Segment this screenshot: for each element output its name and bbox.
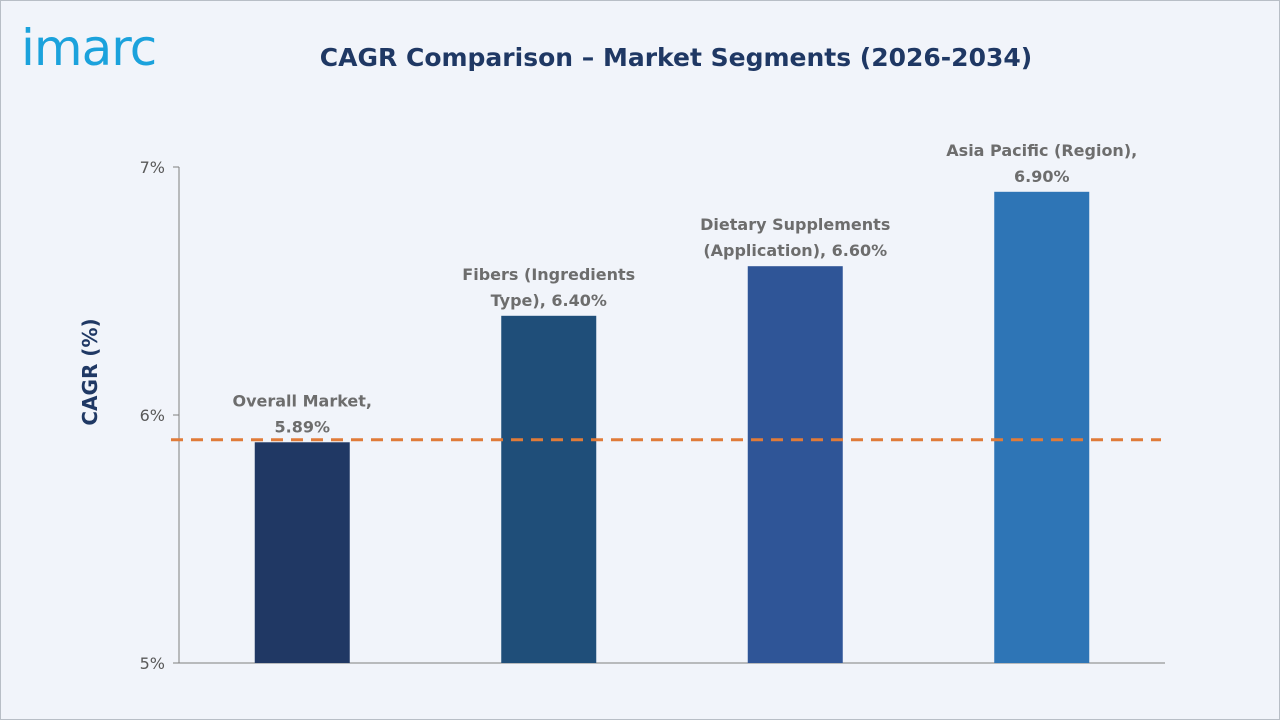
y-tick-label: 7% <box>140 158 165 177</box>
y-tick-label: 5% <box>140 654 165 673</box>
bar <box>994 191 1090 664</box>
data-label: Asia Pacific (Region), 6.90% <box>946 141 1137 186</box>
bars <box>254 191 1090 664</box>
data-label: Overall Market, 5.89% <box>232 391 372 436</box>
data-label: Dietary Supplements (Application), 6.60% <box>700 215 890 260</box>
bar <box>501 315 597 663</box>
bar <box>747 266 843 663</box>
y-axis-title: CAGR (%) <box>78 318 102 425</box>
bar <box>254 442 350 663</box>
data-label: Fibers (Ingredients Type), 6.40% <box>462 265 635 310</box>
y-tick-label: 6% <box>140 406 165 425</box>
imarc-logo: imarc <box>21 19 157 77</box>
chart-title: CAGR Comparison – Market Segments (2026-… <box>319 43 1033 72</box>
data-labels: Overall Market, 5.89% Fibers (Ingredients T… <box>232 141 1137 436</box>
